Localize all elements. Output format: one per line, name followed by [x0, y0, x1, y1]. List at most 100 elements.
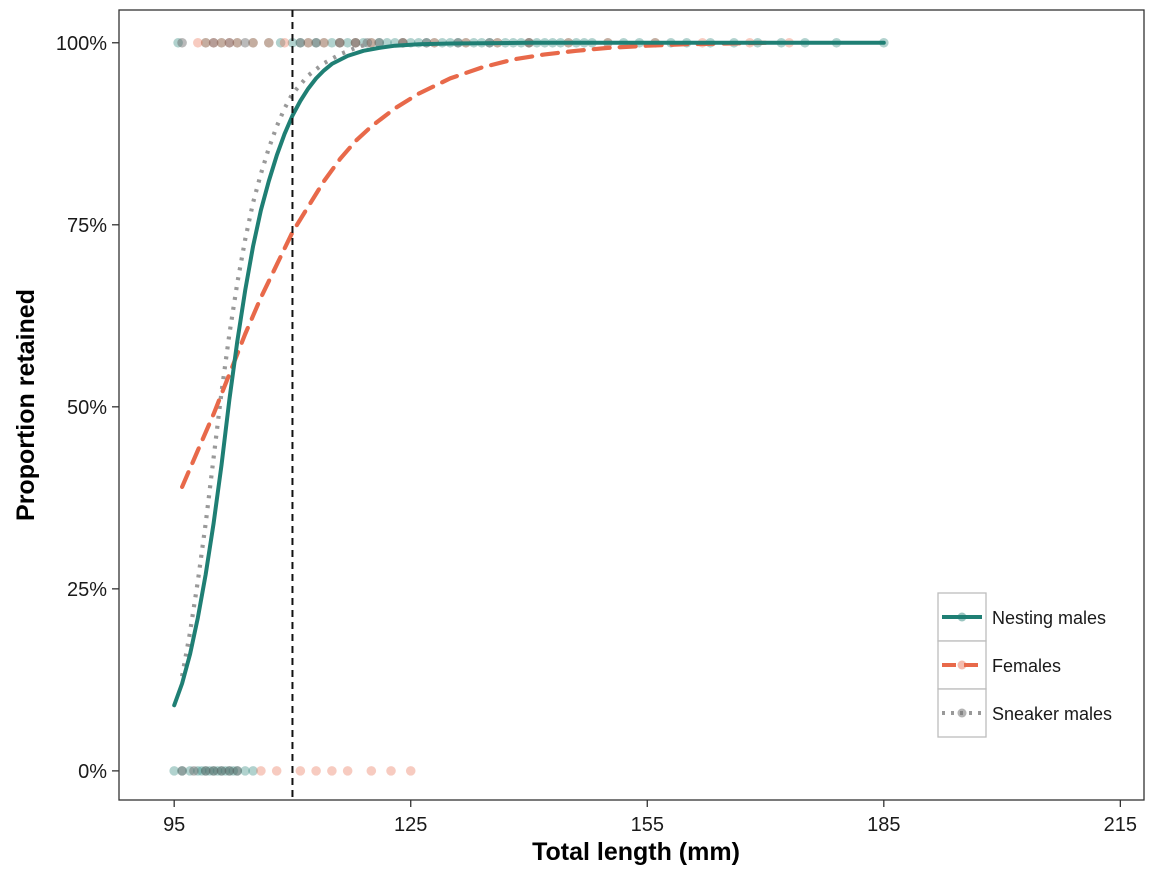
data-point-nesting: [334, 37, 345, 48]
x-tick-label: 125: [394, 814, 427, 836]
data-point-nesting: [264, 37, 274, 48]
curve-nesting: [172, 40, 886, 708]
data-point-females: [193, 37, 203, 48]
data-point-females: [327, 766, 337, 776]
fitted-curves: [172, 40, 886, 708]
data-point-sneaker: [177, 766, 187, 776]
data-point-sneaker: [208, 37, 219, 48]
data-point-females: [405, 766, 416, 776]
legend-item-sneaker-males: Sneaker males: [937, 688, 1112, 738]
data-point-sneaker: [224, 37, 235, 48]
data-point-nesting: [200, 766, 211, 776]
data-point-females: [208, 37, 219, 48]
data-point-nesting: [240, 766, 250, 776]
data-point-nesting: [327, 37, 337, 48]
data-point-sneaker: [334, 37, 345, 48]
legend: Nesting males Females Sneaker males: [937, 592, 1112, 738]
data-point-nesting: [303, 37, 314, 48]
data-point-nesting: [295, 37, 306, 48]
data-point-nesting: [228, 766, 239, 776]
data-point-sneaker: [362, 37, 373, 48]
legend-item-females: Females: [937, 640, 1061, 690]
data-point-sneaker: [200, 766, 211, 776]
data-point-nesting: [193, 766, 203, 776]
data-point-nesting: [212, 766, 223, 776]
x-tick-label: 155: [631, 814, 664, 836]
data-point-nesting: [173, 37, 183, 48]
data-point-nesting: [374, 37, 384, 48]
data-point-females: [232, 37, 243, 48]
curve-females: [180, 40, 768, 489]
data-points: [169, 37, 889, 776]
legend-label-sneaker-males: Sneaker males: [992, 704, 1112, 724]
data-point-females: [200, 37, 211, 48]
data-point-sneaker: [224, 766, 235, 776]
data-point-sneaker: [216, 766, 227, 776]
data-point-nesting: [220, 766, 231, 776]
legend-dot-females: [957, 660, 967, 670]
data-point-nesting: [232, 766, 243, 776]
data-point-females: [386, 766, 396, 776]
x-axis-title: Total length (mm): [532, 838, 740, 866]
data-point-females: [366, 37, 377, 48]
data-point-nesting: [216, 37, 227, 48]
data-point-females: [279, 37, 290, 48]
data-point-nesting: [232, 37, 243, 48]
data-point-females: [216, 37, 227, 48]
data-point-nesting: [366, 37, 377, 48]
data-point-females: [303, 37, 314, 48]
data-point-females: [264, 37, 274, 48]
data-point-nesting: [350, 37, 361, 48]
y-tick-label: 100%: [56, 33, 107, 55]
data-point-sneaker: [177, 37, 187, 48]
y-tick-label: 0%: [78, 761, 107, 783]
x-tick-label: 215: [1104, 814, 1137, 836]
data-point-nesting: [287, 37, 298, 48]
data-point-females: [311, 766, 321, 776]
data-point-nesting: [177, 766, 187, 776]
data-point-females: [334, 37, 345, 48]
y-tick-label: 50%: [67, 397, 107, 419]
legend-label-females: Females: [992, 656, 1061, 676]
data-point-females: [248, 37, 258, 48]
x-tick-label: 95: [163, 814, 185, 836]
data-point-females: [366, 766, 377, 776]
data-point-females: [256, 766, 266, 776]
data-point-nesting: [248, 766, 258, 776]
data-point-nesting: [185, 766, 195, 776]
data-point-females: [319, 37, 329, 48]
data-point-nesting: [169, 766, 179, 776]
data-point-nesting: [224, 766, 235, 776]
data-point-nesting: [311, 37, 321, 48]
legend-dot-sneaker-males: [957, 708, 967, 718]
data-point-sneaker: [232, 766, 243, 776]
data-point-sneaker: [311, 37, 321, 48]
data-point-sneaker: [189, 766, 199, 776]
data-point-nesting: [200, 37, 211, 48]
legend-label-nesting-males: Nesting males: [992, 608, 1106, 628]
data-point-nesting: [342, 37, 353, 48]
y-axis: 0% 25% 50% 75% 100%: [56, 33, 119, 783]
data-point-females: [271, 766, 282, 776]
legend-dot-nesting-males: [957, 612, 967, 622]
plot-panel-border: [118, 9, 1145, 801]
x-tick-label: 185: [867, 814, 900, 836]
data-point-females: [224, 37, 235, 48]
data-point-nesting: [208, 766, 219, 776]
data-point-females: [342, 766, 353, 776]
data-point-sneaker: [374, 37, 384, 48]
x-axis: 95 125 155 185 215: [163, 800, 1137, 836]
data-point-females: [295, 766, 306, 776]
data-point-females: [350, 37, 361, 48]
data-point-nesting: [319, 37, 329, 48]
data-point-nesting: [275, 37, 286, 48]
data-point-nesting: [248, 37, 258, 48]
data-point-sneaker: [295, 37, 306, 48]
data-point-sneaker: [208, 766, 219, 776]
data-point-nesting: [196, 766, 207, 776]
data-point-nesting: [216, 766, 227, 776]
data-point-nesting: [204, 766, 215, 776]
data-point-sneaker: [240, 37, 250, 48]
y-tick-label: 25%: [67, 579, 107, 601]
